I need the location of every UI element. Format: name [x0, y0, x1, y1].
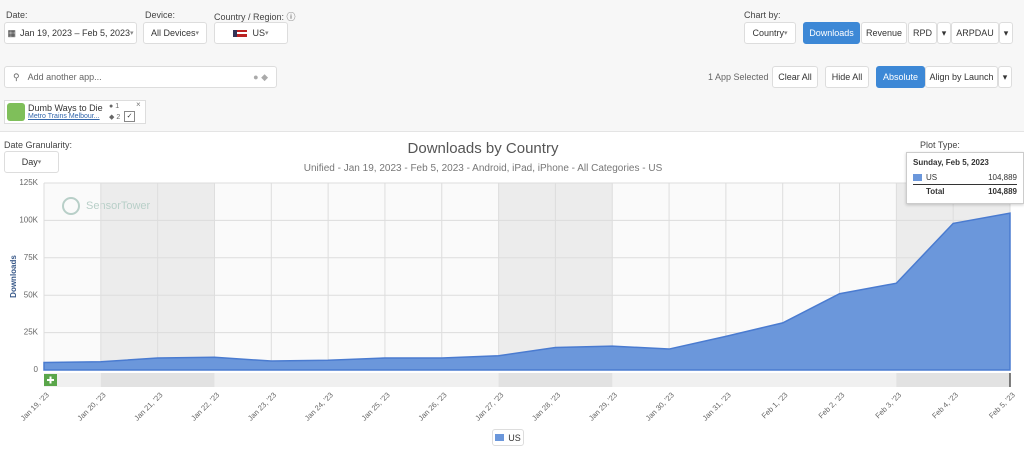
granularity-value: Day	[21, 157, 38, 167]
tooltip-total-label: Total	[926, 187, 945, 196]
tooltip-swatch	[913, 174, 922, 181]
app-publisher[interactable]: Metro Trains Melbour...	[28, 113, 100, 120]
chart-subtitle: Unified - Jan 19, 2023 - Feb 5, 2023 - A…	[304, 163, 663, 174]
hide-all[interactable]: Hide All	[825, 66, 869, 88]
ios-rank: ● 1	[109, 103, 120, 110]
app-card[interactable]: Dumb Ways to Die Metro Trains Melbour...…	[4, 100, 146, 124]
device-value: All Devices	[150, 28, 196, 38]
platform-icons: ● ◆	[253, 71, 268, 82]
ios-rank-num: 1	[115, 103, 120, 110]
chart-by-rpd[interactable]: RPD	[908, 22, 937, 44]
navigator-band	[100, 373, 215, 387]
chart-by-country-text: Country	[752, 28, 784, 38]
granularity-label: Date Granularity:	[4, 140, 73, 150]
country-dropdown[interactable]: US	[214, 22, 288, 44]
align-by-launch[interactable]: Align by Launch	[925, 66, 998, 88]
y-tick-label: 125K	[19, 178, 38, 187]
y-tick-label: 75K	[24, 253, 39, 262]
legend-item[interactable]: US	[492, 429, 524, 446]
rpd-caret[interactable]: ▾	[937, 22, 951, 44]
android-rank-num: 2	[116, 114, 121, 121]
date-dropdown[interactable]: ▦ Jan 19, 2023 – Feb 5, 2023	[4, 22, 137, 44]
y-tick-label: 50K	[24, 290, 39, 299]
clear-all[interactable]: Clear All	[772, 66, 818, 88]
country-value: US	[252, 28, 265, 38]
tooltip-series: US	[926, 173, 938, 182]
navigator-band	[896, 373, 1010, 387]
search-placeholder: Add another app...	[27, 72, 102, 82]
device-dropdown[interactable]: All Devices	[143, 22, 207, 44]
android-rank: ◆ 2	[109, 114, 121, 121]
legend-swatch	[495, 434, 505, 441]
y-tick-label: 0	[34, 365, 39, 374]
legend-text: US	[508, 432, 521, 443]
area	[43, 212, 1011, 371]
granularity-dropdown[interactable]: Day	[4, 151, 59, 173]
add-icon	[47, 376, 54, 384]
app-icon	[7, 103, 25, 121]
navigator-band	[498, 373, 613, 387]
chart-by-label: Chart by:	[744, 10, 781, 20]
date-value: Jan 19, 2023 – Feb 5, 2023	[19, 28, 131, 38]
y-axis-label: Downloads	[9, 255, 18, 298]
y-tick-label: 100K	[19, 216, 38, 225]
chart-by-country[interactable]: Country	[744, 22, 796, 44]
tooltip-value: 104,889	[988, 173, 1017, 182]
app-name: Dumb Ways to Die	[28, 103, 103, 113]
chart-by-revenue[interactable]: Revenue	[861, 22, 907, 44]
checkbox[interactable]: ✓	[124, 111, 135, 122]
date-label: Date:	[6, 10, 28, 20]
align-caret[interactable]: ▾	[998, 66, 1012, 88]
tooltip-total: 104,889	[988, 187, 1017, 196]
remove[interactable]: ×	[136, 100, 141, 109]
tooltip-date: Sunday, Feb 5, 2023	[913, 158, 989, 167]
tooltip: Sunday, Feb 5, 2023 US 104,889 Total 104…	[906, 152, 1024, 204]
arpdau-caret[interactable]: ▾	[999, 22, 1013, 44]
search-box[interactable]: ⚲ Add another app... ● ◆	[4, 66, 277, 88]
country-label: Country / Region: ⓘ	[214, 12, 296, 22]
y-tick-label: 25K	[24, 328, 39, 337]
apps-selected: 1 App Selected	[708, 72, 769, 82]
chart-title: Downloads by Country	[408, 140, 559, 157]
absolute[interactable]: Absolute	[876, 66, 925, 88]
chart-by-downloads[interactable]: Downloads	[803, 22, 860, 44]
plot-type-label: Plot Type:	[920, 140, 960, 150]
watermark-logo	[62, 197, 80, 215]
watermark: SensorTower	[86, 200, 151, 212]
chart-by-arpdau[interactable]: ARPDAU	[951, 22, 999, 44]
country-label-text: Country / Region:	[214, 12, 285, 22]
separator	[0, 131, 1024, 132]
device-label: Device:	[145, 10, 176, 20]
